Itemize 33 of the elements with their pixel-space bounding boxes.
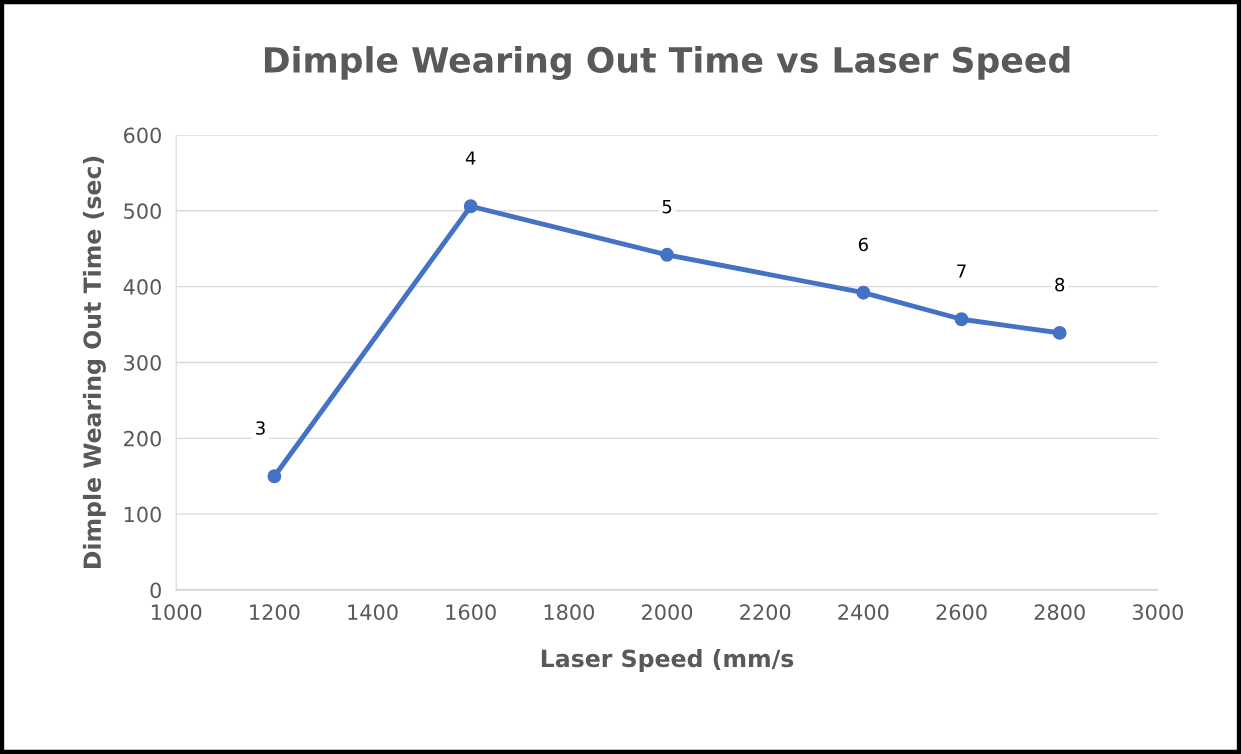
point bbox=[1052, 325, 1067, 340]
annotation: 4 bbox=[465, 151, 476, 165]
y-tick-label: 300 bbox=[124, 354, 161, 371]
x-tick-label: 3000 bbox=[1132, 604, 1183, 621]
point bbox=[954, 312, 969, 327]
y-tick-label: 100 bbox=[124, 506, 161, 523]
x-tick-label: 1600 bbox=[446, 604, 496, 621]
annotation: 8 bbox=[1055, 277, 1065, 292]
point bbox=[463, 199, 478, 214]
x-tick-label: 2600 bbox=[936, 604, 987, 621]
annotation: 6 bbox=[858, 237, 868, 252]
x-tick-label: 2400 bbox=[838, 604, 889, 621]
point bbox=[660, 247, 674, 262]
x-axis-title: Laser Speed (mm/s bbox=[541, 649, 794, 672]
x-tick-label: 2800 bbox=[1034, 604, 1085, 621]
y-tick-label: 200 bbox=[124, 430, 161, 447]
annotation: 3 bbox=[256, 421, 265, 435]
annotation: 5 bbox=[662, 199, 672, 214]
point bbox=[267, 469, 282, 484]
x-tick-label: 1000 bbox=[152, 604, 202, 621]
y-tick-label: 600 bbox=[124, 127, 161, 144]
x-tick-label: 1400 bbox=[348, 604, 398, 621]
y-tick-label: 500 bbox=[124, 203, 161, 220]
x-tick-label: 1800 bbox=[544, 604, 594, 621]
chart-title: Dimple Wearing Out Time vs Laser Speed bbox=[264, 46, 1070, 80]
y-tick-label: 400 bbox=[123, 279, 161, 295]
point bbox=[856, 285, 871, 300]
x-tick-label: 2000 bbox=[642, 604, 693, 621]
x-tick-label: 1200 bbox=[250, 604, 300, 621]
y-tick-label: 0 bbox=[150, 582, 161, 599]
annotation: 7 bbox=[957, 264, 966, 278]
x-tick-label: 2200 bbox=[740, 604, 791, 621]
y-axis-title: Dimple Wearing Out Time (sec) bbox=[82, 156, 106, 569]
